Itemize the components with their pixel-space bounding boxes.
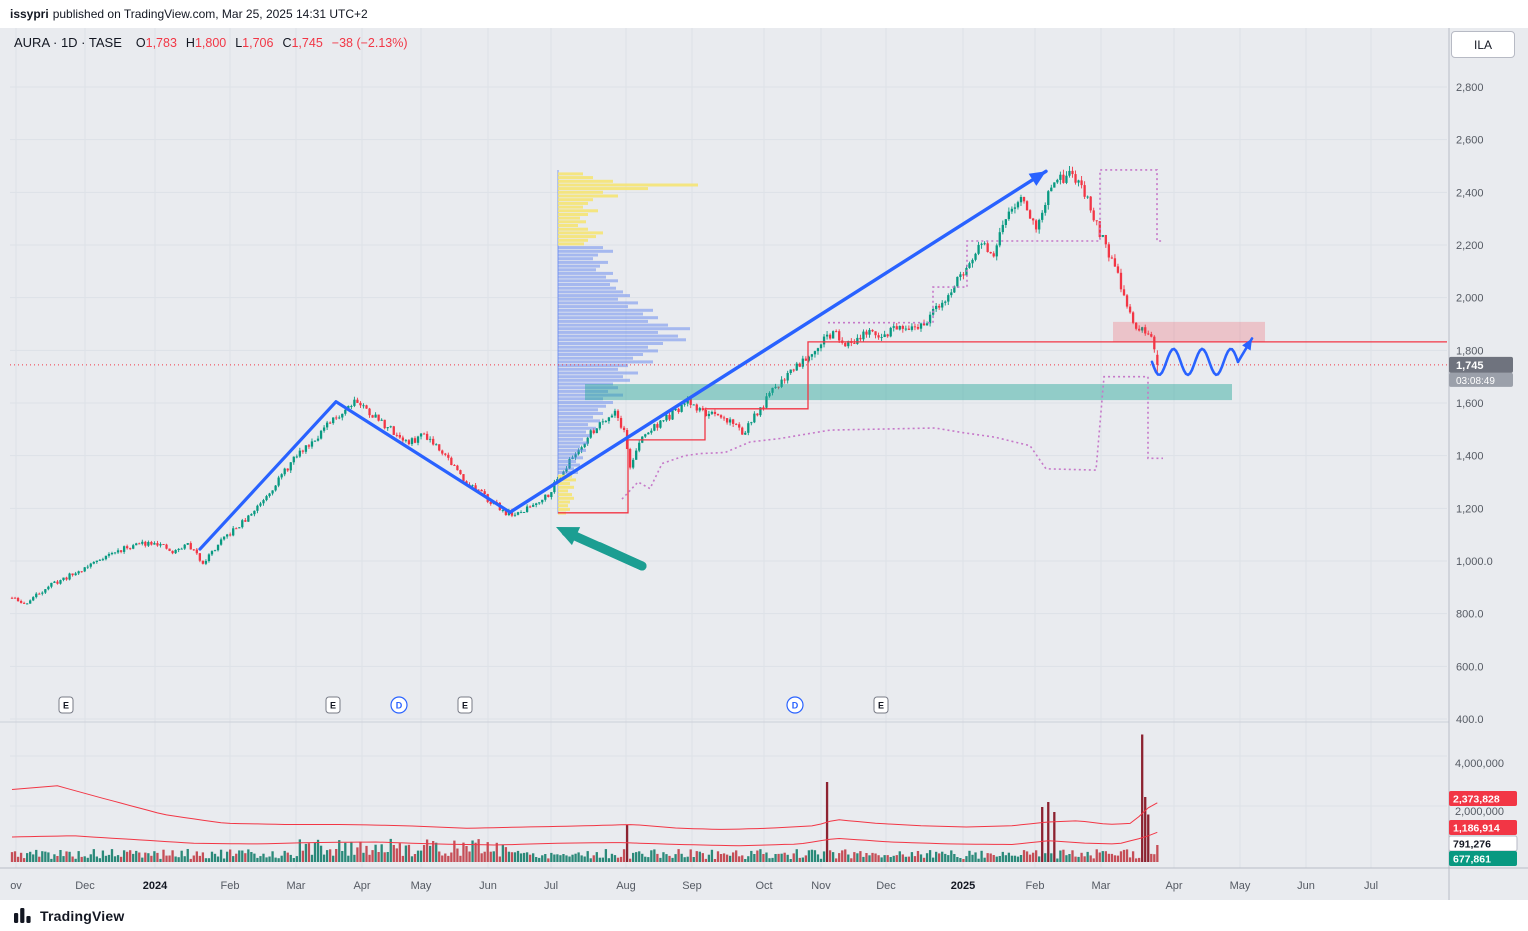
change-value: −38 (−2.13%)	[331, 36, 408, 50]
svg-text:May: May	[1230, 880, 1251, 892]
svg-text:E: E	[330, 701, 336, 711]
svg-text:1,000.0: 1,000.0	[1456, 556, 1493, 568]
svg-text:1,745: 1,745	[1456, 360, 1484, 372]
svg-text:Dec: Dec	[75, 880, 95, 892]
symbol-title[interactable]: AURA · 1D · TASE	[14, 35, 122, 50]
svg-text:1,200: 1,200	[1456, 503, 1484, 515]
svg-text:May: May	[411, 880, 432, 892]
demand-zone	[585, 384, 1232, 401]
svg-text:2,373,828: 2,373,828	[1453, 794, 1500, 806]
svg-text:4,000,000: 4,000,000	[1455, 758, 1504, 770]
svg-text:2025: 2025	[951, 880, 975, 892]
ohlc-close: C1,745	[282, 36, 323, 50]
svg-text:2,200: 2,200	[1456, 240, 1484, 252]
svg-text:E: E	[63, 701, 69, 711]
earnings-marker	[873, 696, 889, 714]
svg-text:ov: ov	[10, 880, 22, 892]
volume-profile	[557, 169, 698, 515]
svg-text:1,186,914: 1,186,914	[1453, 823, 1500, 835]
svg-text:D: D	[792, 701, 799, 711]
chart-legend[interactable]: AURA · 1D · TASE O1,783 H1,800 L1,706 C1…	[14, 35, 408, 50]
svg-text:Jun: Jun	[479, 880, 497, 892]
svg-text:Feb: Feb	[1026, 880, 1045, 892]
svg-text:2,000: 2,000	[1456, 293, 1484, 305]
svg-text:E: E	[462, 701, 468, 711]
tradingview-logo-icon[interactable]	[14, 908, 33, 923]
svg-text:Mar: Mar	[287, 880, 306, 892]
footer-bar: TradingView	[0, 900, 1528, 931]
svg-text:Dec: Dec	[876, 880, 896, 892]
svg-text:D: D	[396, 701, 403, 711]
countdown-badge	[1449, 372, 1513, 387]
ohlc-high: H1,800	[185, 36, 227, 50]
currency-unit-box: ILA	[1451, 31, 1515, 58]
publisher-name: issypri	[10, 7, 49, 21]
svg-text:Sep: Sep	[682, 880, 702, 892]
dividend-marker	[786, 696, 804, 714]
ohlc-low: L1,706	[235, 36, 274, 50]
volume-ma-lower	[11, 831, 1158, 847]
svg-text:E: E	[878, 701, 884, 711]
svg-text:2,600: 2,600	[1456, 135, 1484, 147]
dividend-marker	[390, 696, 408, 714]
time-scale[interactable]: ov Dec 2024 Feb Mar Apr May Jun Jul Aug Sep Oct Nov D…	[10, 880, 1378, 892]
current-price-badge	[1449, 356, 1513, 373]
svg-text:2,000,000: 2,000,000	[1455, 806, 1504, 818]
ohlc-open: O1,783	[135, 36, 177, 50]
svg-text:Jun: Jun	[1297, 880, 1315, 892]
volume-ma-upper	[11, 785, 1158, 830]
highlight-zones[interactable]	[585, 321, 1265, 401]
svg-text:Jul: Jul	[544, 880, 558, 892]
projection-wave	[1150, 347, 1240, 377]
currency-unit-label: ILA	[1473, 37, 1492, 52]
svg-text:1,800: 1,800	[1456, 345, 1484, 357]
earnings-marker	[457, 696, 473, 714]
publish-info-bar: issypri published on TradingView.com, Ma…	[0, 0, 1528, 28]
svg-text:Mar: Mar	[1092, 880, 1111, 892]
trend-drawings[interactable]	[198, 169, 1254, 551]
earnings-marker	[325, 696, 341, 714]
publish-info-text: published on TradingView.com, Mar 25, 20…	[52, 7, 368, 21]
svg-text:1,400: 1,400	[1456, 451, 1484, 463]
earnings-marker	[58, 696, 74, 714]
svg-text:Jul: Jul	[1364, 880, 1378, 892]
pane-separators	[0, 28, 1528, 900]
volume-pane	[10, 734, 1159, 862]
svg-text:800.0: 800.0	[1456, 609, 1484, 621]
svg-text:Apr: Apr	[353, 880, 370, 892]
svg-text:Oct: Oct	[755, 880, 772, 892]
svg-text:677,861: 677,861	[1453, 854, 1491, 866]
entry-arrow[interactable]	[556, 527, 647, 571]
svg-text:Apr: Apr	[1165, 880, 1182, 892]
trend-arrow-line	[508, 169, 1048, 514]
zigzag-trendline	[198, 400, 512, 551]
tradingview-brand[interactable]: TradingView	[40, 907, 125, 924]
svg-text:2024: 2024	[143, 880, 168, 892]
svg-text:2,800: 2,800	[1456, 82, 1484, 94]
stop-step-line[interactable]	[558, 341, 1447, 514]
svg-text:Aug: Aug	[616, 880, 636, 892]
price-scale[interactable]: 2,800 2,600 2,400 2,200 2,000 1,800 1,600 1,400…	[1449, 82, 1513, 726]
svg-text:03:08:49: 03:08:49	[1456, 376, 1495, 387]
svg-text:Feb: Feb	[221, 880, 240, 892]
supply-zone	[1113, 321, 1265, 343]
svg-text:Nov: Nov	[811, 880, 831, 892]
svg-text:791,276: 791,276	[1453, 839, 1491, 851]
svg-text:2,400: 2,400	[1456, 187, 1484, 199]
svg-text:600.0: 600.0	[1456, 661, 1484, 673]
svg-text:400.0: 400.0	[1456, 714, 1484, 726]
svg-text:1,600: 1,600	[1456, 398, 1484, 410]
